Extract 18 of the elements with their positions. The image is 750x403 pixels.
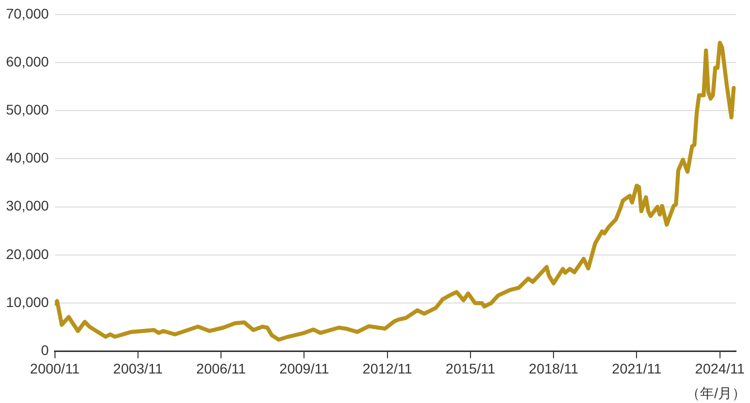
- x-tick-label: 2006/11: [196, 360, 246, 376]
- x-tick-label: 2009/11: [279, 360, 330, 376]
- y-tick-label: 30,000: [6, 198, 50, 214]
- x-tick-label: 2000/11: [30, 360, 80, 376]
- y-tick-label: 50,000: [6, 101, 50, 118]
- x-tick-label: 2003/11: [113, 360, 163, 376]
- x-tick-label: 2024/11: [695, 360, 745, 376]
- y-tick-label: 40,000: [6, 150, 50, 166]
- x-tick-label: 2018/11: [528, 360, 579, 376]
- x-axis-title: （年/月）: [686, 384, 746, 401]
- x-tick-label: 2021/11: [612, 360, 662, 376]
- y-tick-label: 10,000: [6, 294, 50, 310]
- y-tick-label: 70,000: [6, 5, 50, 22]
- x-tick-label: 2015/11: [446, 360, 496, 376]
- y-tick-label: 20,000: [6, 246, 50, 262]
- y-tick-label: 0: [41, 342, 50, 358]
- x-tick-label: 2012/11: [362, 360, 412, 376]
- y-tick-label: 60,000: [6, 53, 50, 70]
